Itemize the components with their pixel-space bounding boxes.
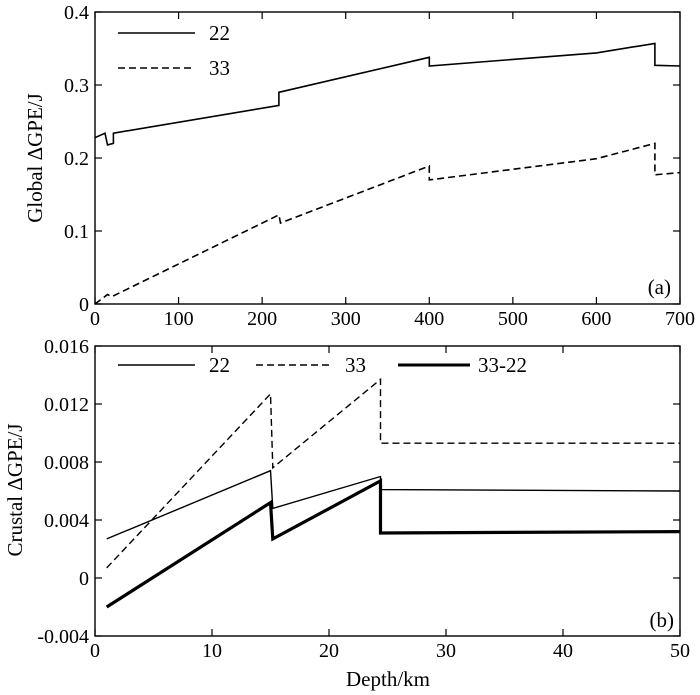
panel-a-ytick-label: 0.1 [64, 221, 89, 243]
panel-a-ytick-label: 0.3 [64, 75, 89, 97]
panel-b-ticks [94, 345, 681, 637]
panel-a-xtick-label: 0 [90, 308, 100, 330]
panel-a-xtick-label: 200 [247, 308, 277, 330]
legend-b-33-label: 33 [345, 353, 366, 377]
panel-a-xtick-label: 700 [665, 308, 695, 330]
panel-a-frame [94, 11, 681, 305]
panel-a-ytick-label: 0.2 [64, 148, 89, 170]
panel-a-ticks [94, 11, 681, 305]
panel-a-ytick-label: 0.4 [64, 2, 89, 24]
panel-b-series [105, 377, 681, 609]
panel-b-xtick-label: 10 [202, 640, 222, 662]
panel-b-ytick-label: -0.004 [37, 626, 89, 648]
panel-a-label: (a) [648, 275, 671, 299]
panel-b-legend: 22 33 33-22 [118, 353, 527, 377]
panel-a-series-33 [94, 142, 681, 305]
panel-a-ytick-label: 0 [79, 294, 89, 316]
panel-a-tick-labels: 0 100 200 300 400 500 600 700 0 0.1 0.2 0.3 0.4 [64, 2, 695, 330]
legend-a-33-label: 33 [209, 56, 230, 80]
panel-b-series-33 [106, 377, 680, 569]
panel-b-ytick-label: 0 [79, 568, 89, 590]
panel-a-xtick-label: 100 [164, 308, 194, 330]
legend-a-22-label: 22 [209, 21, 230, 45]
panel-b-x-axis-label: Depth/km [346, 667, 430, 691]
panel-b-label: (b) [650, 608, 675, 632]
panel-a-series-22 [94, 42, 681, 146]
panel-b-ytick-label: 0.004 [44, 510, 89, 532]
panel-b-series-33-22 [105, 478, 681, 609]
legend-b-33-22-label: 33-22 [478, 353, 527, 377]
panel-a-xtick-label: 500 [498, 308, 528, 330]
panel-a: 0 100 200 300 400 500 600 700 0 0.1 0.2 0.3 0.4 Glob… [23, 2, 695, 330]
panel-a-series [94, 42, 681, 305]
panel-b-xtick-label: 40 [553, 640, 573, 662]
panel-b-series-22 [106, 469, 681, 540]
panel-a-xtick-label: 600 [581, 308, 611, 330]
panel-b-xtick-label: 20 [319, 640, 339, 662]
panel-b-xtick-label: 30 [436, 640, 456, 662]
panel-a-y-axis-label: Global ΔGPE/J [23, 93, 47, 223]
legend-b-22-label: 22 [209, 353, 230, 377]
panel-b-xtick-label: 0 [90, 640, 100, 662]
panel-a-xtick-label: 400 [414, 308, 444, 330]
panel-b-ytick-label: 0.016 [44, 336, 89, 358]
panel-b-xtick-label: 50 [670, 640, 690, 662]
panel-b-y-axis-label: Crustal ΔGPE/J [3, 423, 27, 556]
panel-b-ytick-label: 0.012 [44, 394, 89, 416]
panel-b-ytick-label: 0.008 [44, 452, 89, 474]
panel-a-xtick-label: 300 [331, 308, 361, 330]
panel-a-legend: 22 33 [118, 21, 230, 80]
